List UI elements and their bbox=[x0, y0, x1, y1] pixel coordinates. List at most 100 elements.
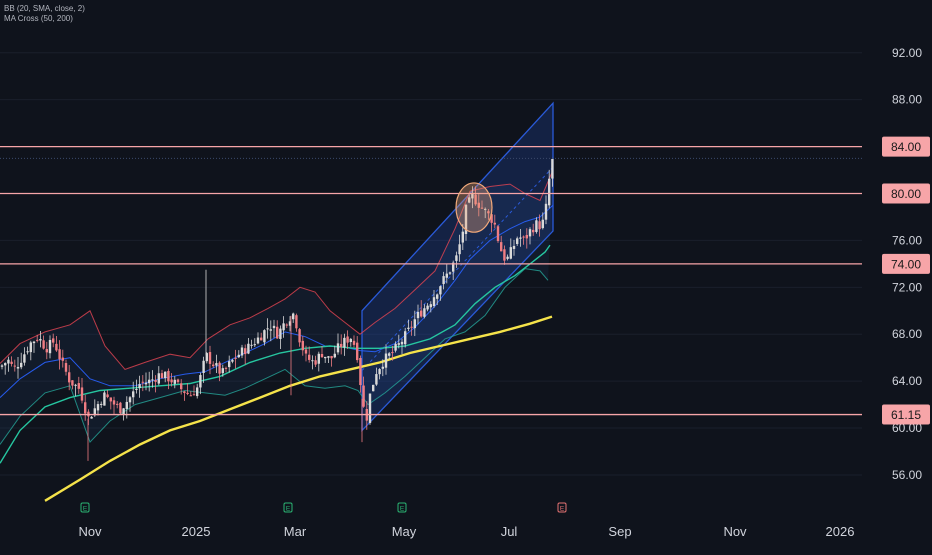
candle-body bbox=[135, 388, 138, 390]
candle-body bbox=[167, 370, 170, 382]
candle-body bbox=[58, 349, 61, 360]
candle-body bbox=[493, 222, 496, 225]
candle-body bbox=[327, 356, 330, 358]
candle-body bbox=[420, 310, 423, 317]
candle-body bbox=[93, 408, 96, 416]
candle-body bbox=[234, 357, 237, 359]
candle-body bbox=[455, 255, 458, 261]
candle-body bbox=[0, 365, 4, 367]
price-tag-label: 80.00 bbox=[891, 187, 921, 201]
price-tag[interactable] bbox=[882, 404, 930, 425]
candle-body bbox=[29, 342, 32, 353]
legend-ma-cross[interactable]: MA Cross (50, 200) bbox=[4, 14, 73, 23]
candle-body bbox=[474, 194, 477, 205]
candle-body bbox=[458, 244, 461, 255]
candle-body bbox=[106, 394, 109, 398]
earnings-marker-label: E bbox=[560, 506, 565, 513]
price-axis[interactable]: 92.0088.0076.0072.0068.0064.0060.0056.00… bbox=[882, 46, 930, 482]
candle-body bbox=[528, 229, 532, 237]
indicator-legend: BB (20, SMA, close, 2) MA Cross (50, 200… bbox=[4, 4, 85, 24]
candle-body bbox=[272, 325, 276, 329]
candle-body bbox=[247, 343, 250, 354]
candle-body bbox=[183, 391, 186, 394]
candle-body bbox=[215, 363, 218, 366]
earnings-marker-label: E bbox=[400, 506, 405, 513]
candle-body bbox=[221, 368, 224, 374]
candle-body bbox=[496, 226, 500, 242]
time-tick-label: Mar bbox=[284, 524, 307, 539]
candle-body bbox=[506, 256, 509, 259]
candle-body bbox=[256, 337, 260, 344]
legend-bb[interactable]: BB (20, SMA, close, 2) bbox=[4, 4, 85, 13]
candle-body bbox=[464, 204, 468, 234]
candle-body bbox=[144, 382, 148, 385]
candle-body bbox=[202, 360, 205, 373]
price-tag[interactable] bbox=[882, 253, 930, 274]
time-tick-label: Jul bbox=[501, 524, 518, 539]
candle-body bbox=[445, 273, 448, 278]
candle-body bbox=[340, 343, 343, 348]
candle-body bbox=[55, 343, 58, 351]
time-tick-label: 2025 bbox=[182, 524, 211, 539]
candle-body bbox=[304, 349, 308, 354]
candle-body bbox=[484, 208, 487, 210]
candle-body bbox=[416, 311, 420, 319]
candle-body bbox=[84, 402, 87, 414]
candle-body bbox=[192, 394, 196, 396]
price-tick-label: 68.00 bbox=[892, 327, 922, 341]
candle-body bbox=[52, 338, 55, 343]
horizontal-levels[interactable] bbox=[0, 145, 862, 416]
candle-body bbox=[372, 384, 375, 392]
candle-body bbox=[522, 236, 525, 238]
candle-body bbox=[263, 330, 266, 343]
price-tag-label: 74.00 bbox=[891, 257, 921, 271]
candle-body bbox=[314, 360, 317, 365]
price-tag[interactable] bbox=[882, 183, 930, 204]
candle-body bbox=[400, 341, 404, 345]
earnings-marker bbox=[557, 502, 567, 513]
candle-body bbox=[212, 364, 215, 367]
candle-body bbox=[544, 203, 548, 220]
candle-body bbox=[48, 339, 52, 354]
candle-body bbox=[269, 329, 272, 331]
candle-body bbox=[500, 242, 503, 252]
price-tick-label: 88.00 bbox=[892, 93, 922, 107]
candle-body bbox=[423, 308, 426, 317]
candle-body bbox=[151, 379, 154, 381]
candle-body bbox=[349, 338, 352, 343]
candle-body bbox=[381, 366, 384, 369]
candle-body bbox=[237, 354, 240, 358]
time-axis[interactable]: Nov 2025 Mar May Jul Sep Nov 2026 bbox=[78, 524, 854, 539]
candle-body bbox=[90, 416, 93, 419]
candle-body bbox=[205, 353, 208, 362]
highlight-ellipse[interactable] bbox=[455, 182, 493, 233]
candle-body bbox=[368, 393, 372, 423]
price-tag[interactable] bbox=[882, 136, 930, 157]
highlight-circle[interactable] bbox=[455, 182, 493, 233]
candle-body bbox=[119, 402, 122, 414]
candle-body bbox=[391, 352, 394, 354]
candle-body bbox=[103, 392, 106, 406]
candle-body bbox=[36, 339, 39, 341]
candle-body bbox=[410, 326, 413, 328]
candle-body bbox=[80, 387, 84, 401]
candle-body bbox=[394, 343, 397, 351]
price-tick-label: 72.00 bbox=[892, 280, 922, 294]
candle-body bbox=[253, 344, 256, 346]
candle-body bbox=[324, 356, 327, 359]
candle-body bbox=[317, 353, 320, 364]
candle-body bbox=[276, 326, 279, 339]
candle-body bbox=[480, 207, 484, 209]
candle-body bbox=[301, 340, 304, 351]
candle-body bbox=[7, 359, 10, 364]
candle-body bbox=[538, 221, 541, 230]
candle-body bbox=[61, 357, 64, 361]
candle-body bbox=[426, 305, 429, 310]
earnings-marker-label: E bbox=[286, 506, 291, 513]
candle-body bbox=[180, 383, 183, 390]
candle-body bbox=[100, 403, 103, 405]
